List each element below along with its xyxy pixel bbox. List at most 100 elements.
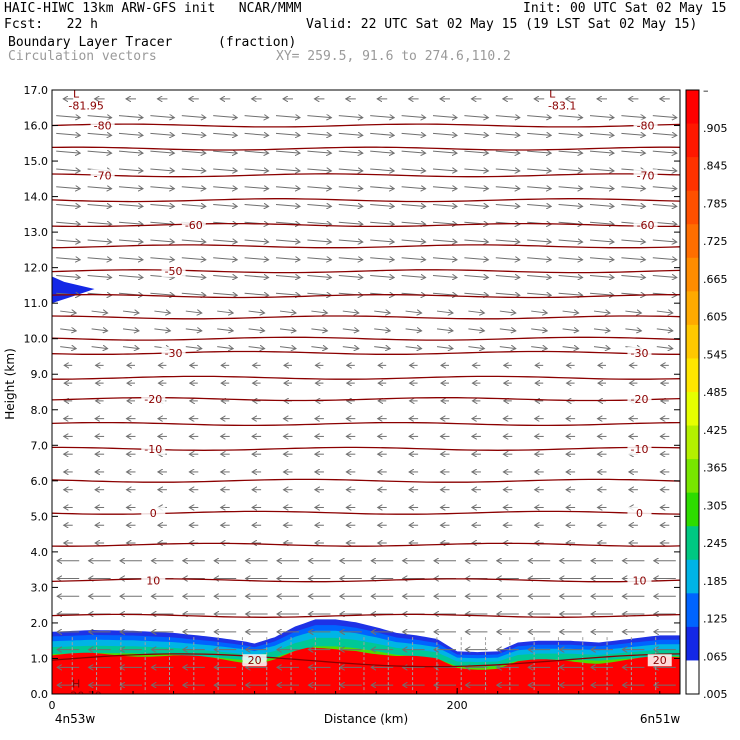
wind-vector <box>589 240 614 242</box>
wind-vector <box>621 151 645 153</box>
wind-vector <box>589 204 614 206</box>
y-tick-label: 12.0 <box>24 262 49 275</box>
colorbar-frame <box>685 89 700 695</box>
wind-vector <box>307 258 331 260</box>
wind-vector <box>342 347 359 349</box>
wind-vector <box>464 169 488 171</box>
wind-vector <box>621 133 645 135</box>
wind-vector <box>401 222 426 224</box>
colorbar-segment <box>686 459 699 494</box>
wind-vector <box>338 169 363 171</box>
wind-vector <box>652 276 677 278</box>
wind-vector <box>87 222 112 224</box>
wind-vector <box>432 276 457 278</box>
wind-vector <box>181 151 206 153</box>
wind-vector <box>656 311 673 313</box>
wind-vector <box>87 133 112 135</box>
wind-vector <box>150 187 174 189</box>
wind-vector <box>652 187 677 189</box>
wind-vector <box>275 222 300 224</box>
wind-vector <box>432 240 457 242</box>
wind-vector <box>401 151 426 153</box>
contour-label-bg <box>627 574 652 587</box>
wind-vector <box>181 169 206 171</box>
extremum-value: -81.95 <box>68 100 103 113</box>
wind-vector <box>495 276 520 278</box>
wind-vector <box>118 222 143 224</box>
wind-vector <box>468 347 484 349</box>
wind-vector <box>338 276 363 278</box>
wind-vector <box>464 133 488 135</box>
colorbar-segment <box>686 90 699 125</box>
header-line1-left: HAIC-HIWC 13km ARW-GFS init NCAR/MMM <box>4 1 302 16</box>
wind-vector <box>589 116 614 118</box>
wind-vector <box>185 329 202 331</box>
wind-vector <box>495 187 520 189</box>
wind-vector <box>122 347 139 349</box>
extremum-letter: L <box>549 88 556 101</box>
wind-vector <box>118 240 143 242</box>
temperature-contour <box>52 146 680 151</box>
wind-vector <box>589 293 614 295</box>
wind-vector <box>652 116 677 118</box>
wind-vector <box>621 240 645 242</box>
colorbar-label: .365 <box>703 462 728 475</box>
wind-vector <box>60 347 76 349</box>
wind-vector <box>558 187 583 189</box>
wind-vector <box>275 258 300 260</box>
y-tick-label: 5.0 <box>31 510 49 523</box>
wind-vector <box>589 169 614 171</box>
wind-vector <box>213 169 237 171</box>
y-tick-label: 6.0 <box>31 475 49 488</box>
wind-vector <box>87 276 112 278</box>
y-tick-label: 3.0 <box>31 581 49 594</box>
wind-vector <box>656 329 673 331</box>
colorbar-segment <box>686 358 699 393</box>
extremum-value: -83.1 <box>548 100 576 113</box>
temperature-contour <box>52 269 680 274</box>
extremum-value: 20.79 <box>70 689 102 702</box>
wind-vector <box>122 329 139 331</box>
wind-vector <box>589 222 614 224</box>
wind-vector <box>468 329 484 331</box>
contour-label-bg <box>627 393 652 406</box>
wind-vector <box>87 204 112 206</box>
wind-vector <box>56 222 80 224</box>
wind-vector <box>118 187 143 189</box>
header-line2-right: Valid: 22 UTC Sat 02 May 15 (19 LST Sat … <box>306 17 698 32</box>
wind-vector <box>527 133 551 135</box>
wind-vector <box>370 276 394 278</box>
wind-vector <box>436 311 453 313</box>
y-tick-label: 13.0 <box>24 226 49 239</box>
contour-label: -70 <box>637 169 655 182</box>
wind-vector <box>150 116 174 118</box>
temperature-contour <box>52 350 680 355</box>
wind-vector <box>405 311 422 313</box>
colorbar-label: .545 <box>703 348 728 361</box>
wind-vector <box>279 347 296 349</box>
wind-vector <box>621 204 645 206</box>
wind-vector <box>181 240 206 242</box>
wind-vector <box>621 276 645 278</box>
contour-label-bg <box>141 506 166 519</box>
wind-vector <box>432 133 457 135</box>
wind-vector <box>244 133 269 135</box>
contour-label: -30 <box>630 347 648 360</box>
wind-vector <box>527 187 551 189</box>
colorbar-label: .905 <box>703 122 728 135</box>
temperature-contour <box>52 123 680 128</box>
header-line4-left: Circulation vectors <box>8 49 157 64</box>
wind-vector <box>338 151 363 153</box>
wind-vector <box>217 347 233 349</box>
wind-vector <box>122 311 139 313</box>
wind-vector <box>275 133 300 135</box>
colorbar-segment <box>686 559 699 594</box>
wind-vector <box>311 347 327 349</box>
temperature-contour <box>52 222 680 228</box>
colorbar-label: .845 <box>703 160 728 173</box>
y-tick-label: 17.0 <box>24 84 49 97</box>
colorbar-label: .005 <box>703 688 728 701</box>
wind-vector <box>217 329 233 331</box>
wind-vector <box>621 116 645 118</box>
wind-vector <box>652 133 677 135</box>
